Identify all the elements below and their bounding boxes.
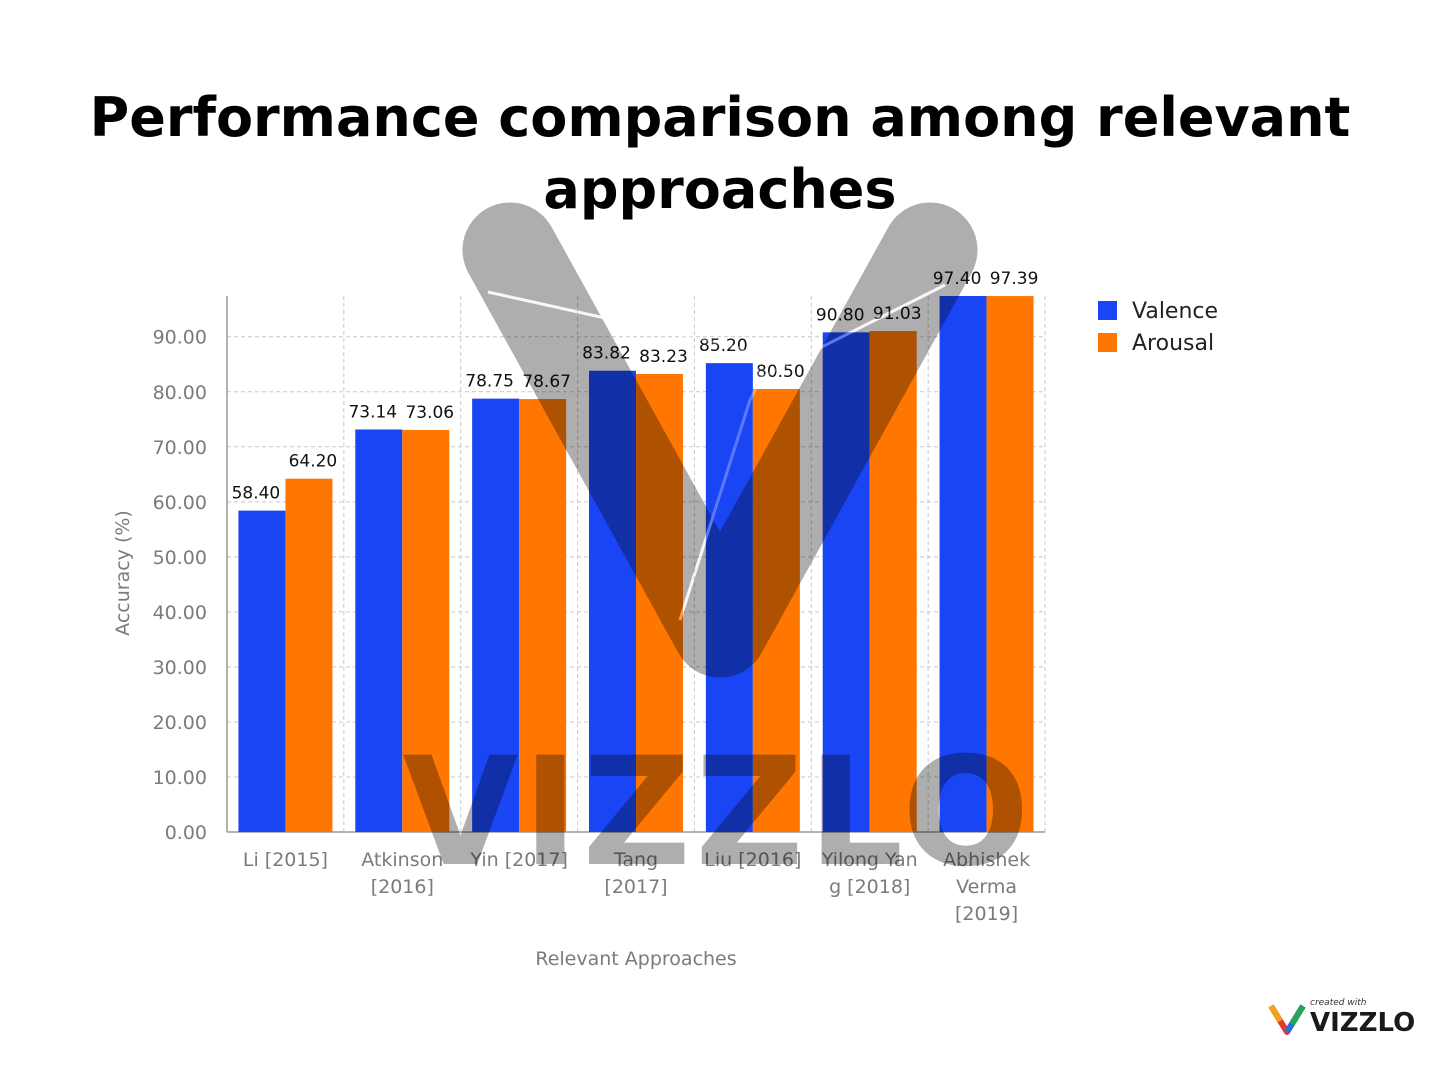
y-axis-title: Accuracy (%) (112, 510, 134, 636)
x-tick-label: Verma (956, 876, 1017, 898)
data-label-valence: 73.14 (348, 403, 397, 423)
x-tick-label: Yin [2017] (469, 849, 567, 871)
bar-valence (589, 370, 636, 832)
x-tick-label: [2019] (955, 903, 1018, 925)
y-tick-label: 20.00 (153, 712, 207, 734)
legend-label-arousal: Arousal (1132, 331, 1214, 356)
x-tick-label: [2016] (371, 876, 434, 898)
data-label-arousal: 78.67 (522, 372, 571, 392)
data-label-arousal: 97.39 (990, 269, 1039, 289)
watermark-check-highlight-right (759, 283, 946, 380)
x-tick-label: [2017] (604, 876, 667, 898)
bar-valence (238, 510, 286, 832)
x-tick-labels: Li [2015] Atkinson [2016] Yin [2017] Tang [20… (243, 849, 1030, 925)
data-label-arousal: 80.50 (756, 362, 805, 382)
created-with-label: created with (1310, 998, 1367, 1008)
bars (238, 296, 1034, 832)
x-tick-label: Tang (613, 849, 658, 871)
data-label-valence: 90.80 (816, 305, 865, 325)
watermark-text: VIZZLO (402, 726, 1033, 900)
data-label-arousal: 83.23 (639, 347, 688, 367)
legend-swatch-arousal (1098, 333, 1117, 352)
bar-arousal (402, 429, 450, 832)
y-tick-label: 40.00 (153, 602, 207, 624)
bar-arousal (752, 389, 800, 832)
y-tick-label: 80.00 (153, 382, 207, 404)
y-tick-label: 60.00 (153, 492, 207, 514)
chart-title: Performance comparison among relevant ap… (89, 86, 1351, 221)
x-tick-label: Abhishek (943, 849, 1030, 871)
y-tick-label: 70.00 (153, 437, 207, 459)
data-label-valence: 85.20 (699, 336, 748, 356)
vizzlo-logo-icon (1268, 1004, 1306, 1035)
bar-arousal (986, 296, 1034, 832)
bar-arousal (519, 399, 567, 832)
data-label-valence: 83.82 (582, 344, 631, 364)
y-tick-label: 50.00 (153, 547, 207, 569)
bar-valence (939, 296, 987, 832)
bar-valence (705, 363, 753, 832)
data-label-valence: 78.75 (465, 372, 514, 392)
bar-arousal (636, 373, 683, 832)
y-tick-label: 30.00 (153, 657, 207, 679)
x-tick-label: Liu [2016] (704, 849, 801, 871)
y-tick-label: 10.00 (153, 767, 207, 789)
x-axis-title: Relevant Approaches (535, 948, 736, 970)
data-label-arousal: 64.20 (289, 452, 338, 472)
y-tick-label: 0.00 (165, 822, 207, 844)
x-tick-label: Yilong Yan (821, 849, 918, 871)
x-tick-label: Atkinson (361, 849, 443, 871)
bar-valence (472, 398, 520, 832)
vizzlo-branding: created with VIZZLO (1268, 996, 1418, 1042)
watermark-check-highlight (487, 290, 760, 621)
watermark-check-mark (462, 202, 978, 678)
bar-arousal (869, 331, 917, 832)
data-labels: 58.40 64.20 73.14 73.06 78.75 78.67 83.82 83.23… (232, 269, 1039, 504)
legend-label-valence: Valence (1132, 299, 1218, 324)
y-tick-label: 90.00 (153, 327, 207, 349)
data-label-arousal: 73.06 (405, 403, 454, 423)
data-label-valence: 58.40 (232, 484, 281, 504)
bar-arousal (285, 478, 333, 832)
bar-valence (355, 429, 403, 832)
x-tick-label: g [2018] (829, 876, 910, 898)
watermark-logo: VIZZLO (402, 202, 1033, 900)
legend-swatch-valence (1098, 301, 1117, 320)
bar-valence (822, 332, 870, 832)
vizzlo-brand-name: VIZZLO (1310, 1008, 1416, 1038)
legend: Valence Arousal (1098, 299, 1218, 356)
x-tick-label: Li [2015] (243, 849, 328, 871)
y-tick-labels: 0.00 10.00 20.00 30.00 40.00 50.00 60.00 70.00 8… (153, 327, 207, 844)
data-label-valence: 97.40 (933, 269, 982, 289)
data-label-arousal: 91.03 (873, 304, 922, 324)
